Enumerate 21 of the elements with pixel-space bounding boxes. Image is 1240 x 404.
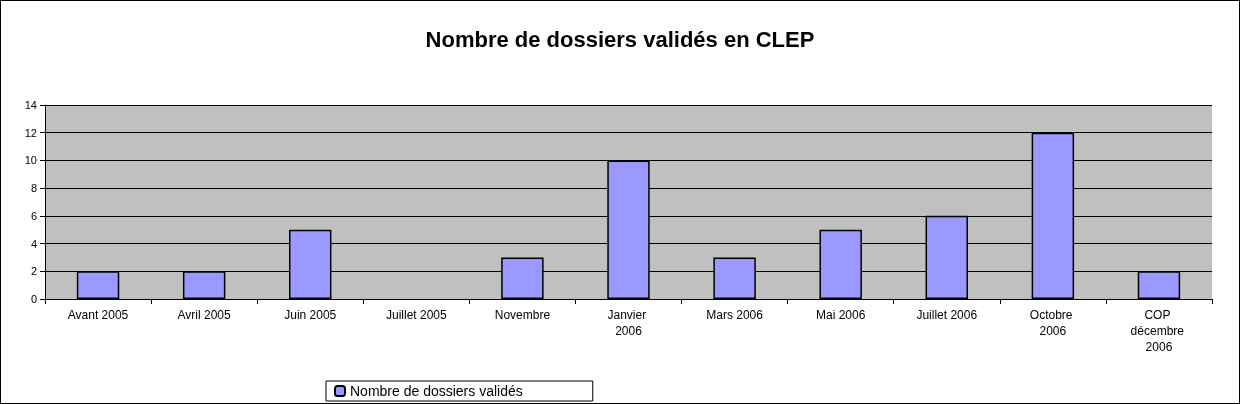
legend-label: Nombre de dossiers validés xyxy=(350,383,523,399)
y-tick-label: 10 xyxy=(24,154,37,167)
x-tick-label: Juin 2005 xyxy=(284,308,337,322)
x-tick-label: Juillet 2006 xyxy=(916,308,978,322)
y-tick-label: 6 xyxy=(30,209,37,222)
x-tick-label: Avril 2005 xyxy=(177,308,232,322)
y-tick-label: 8 xyxy=(30,182,37,195)
x-tick-label: Mai 2006 xyxy=(815,308,866,322)
x-tick-label: Octobre 2006 xyxy=(1029,308,1076,338)
y-tick-label: 12 xyxy=(24,126,37,139)
x-tick-label: COP décembre 2006 xyxy=(1130,308,1188,354)
y-tick-label: 2 xyxy=(30,265,37,278)
y-tick-label: 4 xyxy=(30,237,37,250)
y-tick-label: 0 xyxy=(30,293,37,305)
x-tick-label: Juillet 2005 xyxy=(385,308,447,322)
y-tick-label: 14 xyxy=(24,99,37,111)
x-tick-label: Novembre xyxy=(494,308,551,322)
x-tick-label: Avant 2005 xyxy=(67,308,129,322)
x-tick-label: Janvier 2006 xyxy=(607,308,650,338)
x-tick-label: Mars 2006 xyxy=(706,308,764,322)
chart-title: Nombre de dossiers validés en CLEP xyxy=(425,26,815,52)
